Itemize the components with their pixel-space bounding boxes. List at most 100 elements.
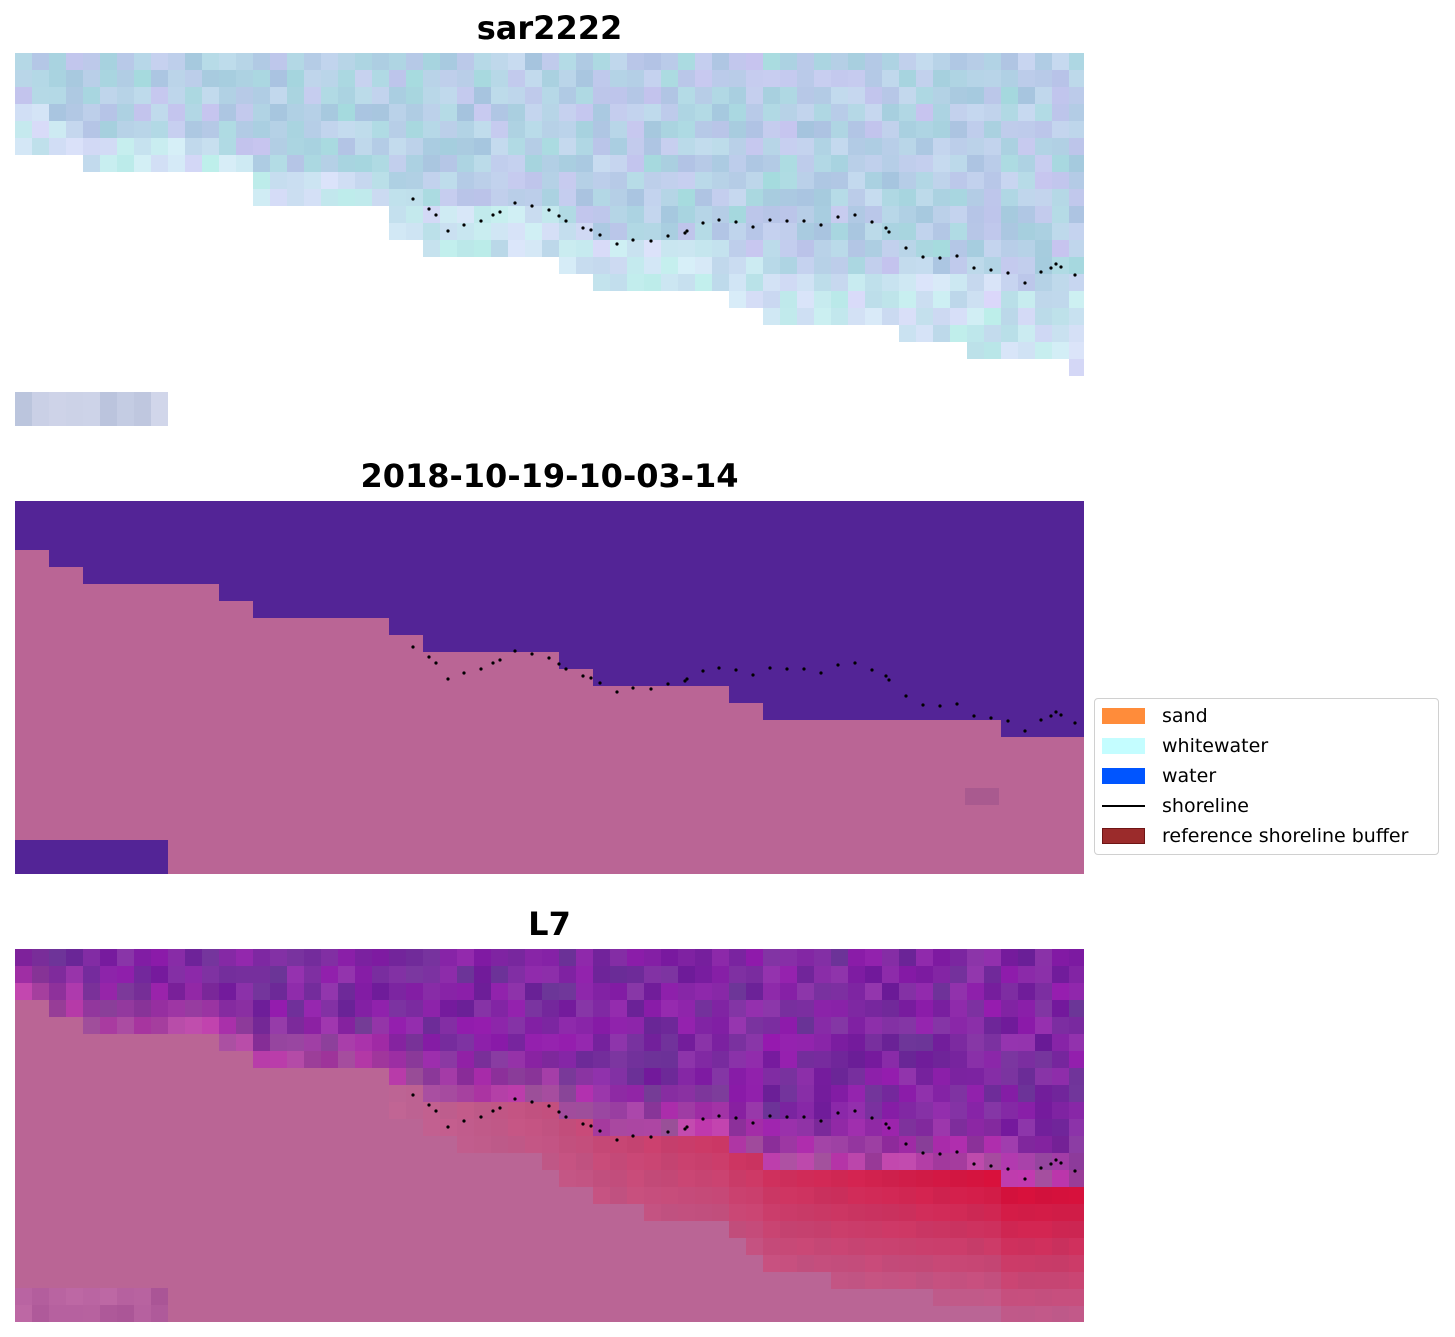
l7-pixel <box>1035 1085 1052 1102</box>
l7-pixel <box>1035 1034 1052 1051</box>
l7-wet-pixel <box>661 1153 678 1170</box>
l7-pixel <box>627 1034 644 1051</box>
l7-wet-pixel <box>916 1187 933 1204</box>
sar-pixel <box>644 104 661 121</box>
l7-wet-pixel <box>1069 1187 1084 1204</box>
l7-pixel <box>576 1034 593 1051</box>
l7-pixel <box>559 1034 576 1051</box>
sar-pixel <box>984 138 1001 155</box>
sar-pixel <box>525 189 542 206</box>
l7-pixel <box>933 966 950 983</box>
sar-pixel <box>66 104 83 121</box>
sar-pixel <box>1069 138 1084 155</box>
sar-pixel <box>185 138 202 155</box>
sar-pixel <box>542 240 559 257</box>
l7-strip-pixel <box>15 1305 32 1322</box>
l7-pixel <box>712 1000 729 1017</box>
sar-pixel <box>440 189 457 206</box>
l7-pixel <box>610 1051 627 1068</box>
sar-pixel <box>1001 138 1018 155</box>
sar-pixel <box>49 70 66 87</box>
sar-pixel <box>899 274 916 291</box>
classified-land-column <box>916 720 933 874</box>
sar-pixel <box>763 70 780 87</box>
sar-pixel <box>593 189 610 206</box>
l7-pixel <box>1069 1153 1084 1170</box>
sar-pixel <box>933 87 950 104</box>
l7-pixel <box>933 1136 950 1153</box>
shoreline-point <box>938 256 942 260</box>
sar-pixel <box>593 274 610 291</box>
sar-pixel <box>559 172 576 189</box>
l7-pixel <box>1035 949 1052 966</box>
sar-pixel <box>134 87 151 104</box>
legend-label-sand: sand <box>1162 705 1208 727</box>
sar-pixel <box>797 308 814 325</box>
sar-pixel <box>984 223 1001 240</box>
sar-pixel <box>457 240 474 257</box>
shoreline-point <box>884 226 888 230</box>
l7-pixel <box>933 1068 950 1085</box>
sar-pixel <box>83 155 100 172</box>
l7-pixel <box>525 983 542 1000</box>
l7-pixel <box>151 983 168 1000</box>
l7-pixel <box>967 949 984 966</box>
sar-pixel <box>117 121 134 138</box>
sar-pixel <box>610 257 627 274</box>
shoreline-point <box>955 254 959 258</box>
classified-land-column <box>355 618 372 874</box>
l7-wet-pixel <box>559 1119 576 1136</box>
classified-land-column <box>49 567 66 874</box>
shoreline-point <box>530 652 534 656</box>
l7-pixel <box>950 1119 967 1136</box>
l7-pixel <box>865 1153 882 1170</box>
sar-pixel <box>729 257 746 274</box>
l7-wet-pixel <box>1035 1255 1052 1272</box>
sar-pixel <box>15 138 32 155</box>
sar-pixel <box>797 155 814 172</box>
sar-pixel <box>372 104 389 121</box>
l7-pixel <box>967 1136 984 1153</box>
sar-pixel <box>1001 342 1018 359</box>
sar-pixel <box>1069 121 1084 138</box>
sar-pixel <box>746 189 763 206</box>
l7-pixel <box>304 1034 321 1051</box>
l7-strip-pixel <box>134 1305 151 1322</box>
l7-pixel <box>542 949 559 966</box>
l7-pixel <box>848 1000 865 1017</box>
l7-pixel <box>321 983 338 1000</box>
l7-pixel <box>814 1034 831 1051</box>
sar-pixel <box>355 70 372 87</box>
sar-pixel <box>984 206 1001 223</box>
sar-pixel <box>525 172 542 189</box>
sar-pixel <box>644 53 661 70</box>
l7-pixel <box>695 1085 712 1102</box>
l7-pixel <box>661 1017 678 1034</box>
sar-pixel <box>474 138 491 155</box>
l7-wet-pixel <box>848 1204 865 1221</box>
sar-pixel <box>1018 240 1035 257</box>
sar-pixel <box>678 155 695 172</box>
sar-pixel <box>474 240 491 257</box>
sar-pixel <box>933 155 950 172</box>
sar-pixel <box>831 104 848 121</box>
l7-pixel <box>729 1068 746 1085</box>
sar-pixel <box>253 121 270 138</box>
sar-pixel <box>695 70 712 87</box>
l7-pixel <box>780 1034 797 1051</box>
l7-pixel <box>338 983 355 1000</box>
sar-pixel <box>1018 121 1035 138</box>
l7-pixel <box>1052 1000 1069 1017</box>
l7-pixel <box>695 1017 712 1034</box>
sar-pixel <box>1035 104 1052 121</box>
l7-wet-pixel <box>916 1255 933 1272</box>
shoreline-point <box>411 197 415 201</box>
l7-pixel <box>899 1102 916 1119</box>
l7-pixel <box>542 1051 559 1068</box>
sar-pixel <box>644 138 661 155</box>
sar-pixel <box>661 240 678 257</box>
classified-land-column <box>270 618 287 874</box>
l7-wet-pixel <box>491 1119 508 1136</box>
l7-wet-pixel <box>882 1255 899 1272</box>
l7-wet-pixel <box>610 1187 627 1204</box>
